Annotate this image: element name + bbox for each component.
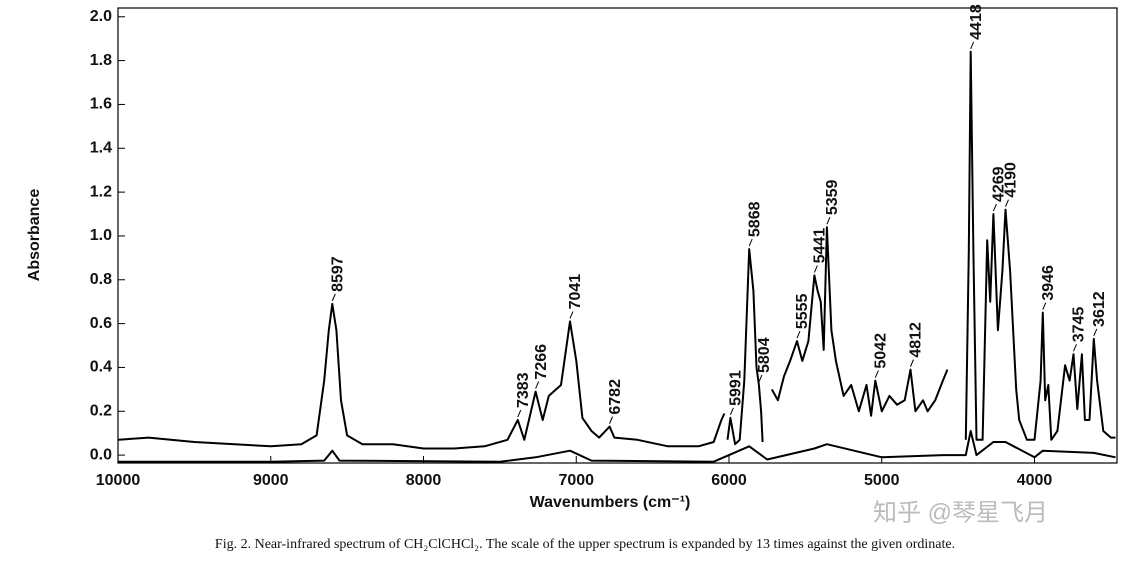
x-tick-label: 6000 [711, 472, 747, 489]
peak-leader [796, 330, 801, 339]
x-tick-label: 5000 [864, 472, 900, 489]
x-tick-label: 10000 [96, 472, 141, 489]
y-tick-label: 0.8 [90, 271, 112, 288]
peak-label: 7266 [533, 344, 550, 380]
x-tick-label: 8000 [406, 472, 442, 489]
peak-label: 5868 [746, 201, 763, 237]
y-tick-label: 1.4 [90, 139, 112, 156]
y-tick-label: 0.0 [90, 446, 112, 463]
peak-label: 7383 [515, 372, 532, 408]
y-tick-label: 1.2 [90, 183, 112, 200]
peak-leader [970, 41, 975, 50]
peak-label: 3745 [1071, 307, 1088, 343]
peak-leader [813, 265, 818, 273]
x-tick-label: 4000 [1017, 472, 1053, 489]
peak-label: 5991 [728, 370, 745, 406]
y-tick-label: 0.6 [90, 315, 112, 332]
peak-leader [992, 203, 997, 212]
spectrum-line [118, 430, 1116, 463]
peak-label: 3612 [1091, 291, 1108, 327]
watermark: 知乎 @琴星飞月 [873, 499, 1048, 526]
x-tick-label: 9000 [253, 472, 289, 489]
y-axis-label: Absorbance [26, 189, 43, 282]
peak-leader [1093, 328, 1098, 337]
y-tick-label: 1.0 [90, 227, 112, 244]
x-axis-label: Wavenumbers (cm⁻¹) [530, 494, 691, 511]
peak-leader [910, 359, 914, 367]
spectrum-line [117, 50, 1116, 450]
peak-leader [609, 416, 614, 424]
peak-label: 5804 [756, 337, 773, 373]
peak-leader [331, 293, 336, 302]
y-tick-label: 1.8 [90, 52, 112, 69]
peak-leader [1005, 199, 1009, 207]
peak-leader [535, 381, 540, 389]
peak-label: 4269 [991, 166, 1008, 202]
y-tick-label: 0.4 [90, 359, 112, 376]
peak-label: 6782 [607, 379, 624, 415]
peak-label: 3946 [1040, 265, 1057, 301]
y-tick-label: 1.6 [90, 96, 112, 113]
peak-leader [826, 216, 831, 225]
caption: Fig. 2. Near-infrared spectrum of CH₂ClC… [215, 537, 955, 552]
peak-leader [729, 407, 734, 416]
peak-label: 5555 [794, 293, 811, 329]
peak-leader [758, 374, 763, 383]
peak-label: 8597 [330, 256, 347, 292]
peak-leader [1073, 344, 1077, 352]
peak-leader [517, 409, 522, 418]
peak-label: 4190 [1003, 162, 1020, 198]
x-tick-label: 7000 [558, 472, 594, 489]
peak-leader [569, 311, 574, 319]
y-tick-label: 2.0 [90, 8, 112, 25]
peak-leader [748, 238, 753, 247]
peak-label: 5359 [824, 179, 841, 215]
peak-label: 5042 [873, 333, 890, 369]
peak-label: 4812 [908, 322, 925, 358]
peak-leader [1042, 302, 1047, 310]
peak-label: 5441 [812, 228, 829, 264]
peak-label: 7041 [567, 274, 584, 310]
peak-label: 4418 [968, 4, 985, 40]
peak-leader [874, 370, 879, 378]
y-tick-label: 0.2 [90, 402, 112, 419]
